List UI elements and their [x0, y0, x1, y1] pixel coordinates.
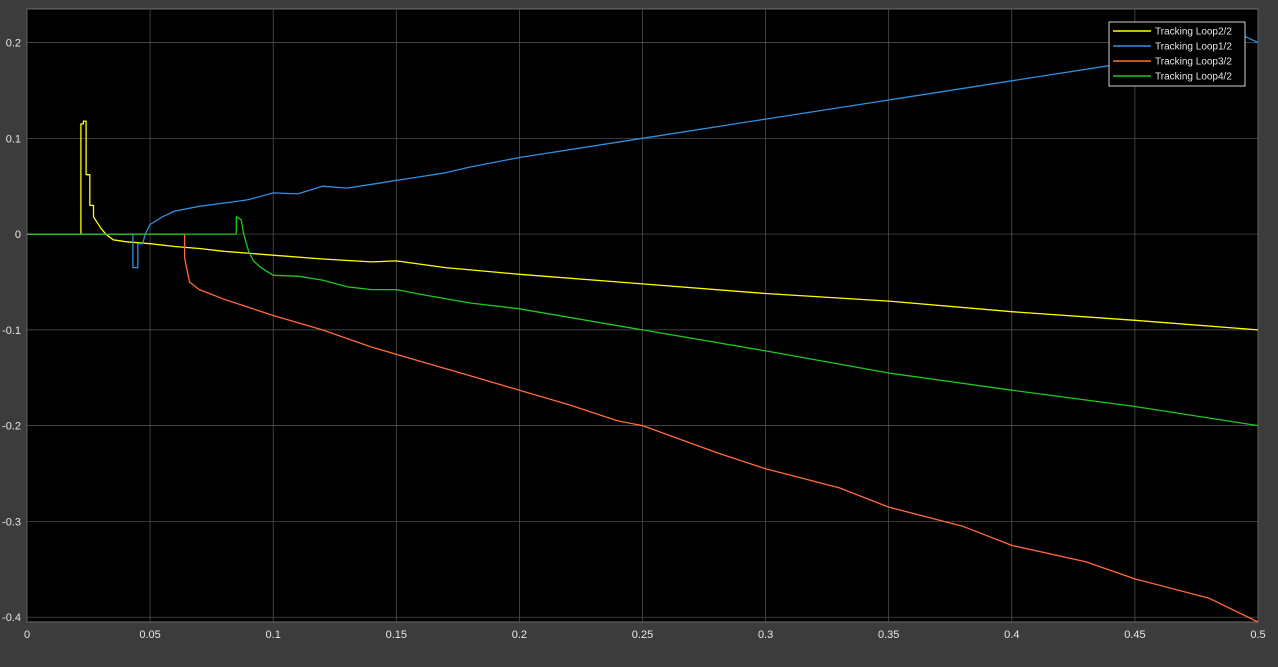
y-tick-label: 0 — [15, 229, 21, 241]
series-line-4 — [27, 216, 1259, 427]
x-axis-tick-labels: 0 0.05 0.1 0.15 0.2 0.25 0.3 0.35 0.4 0.45 0.5 — [24, 629, 1266, 641]
x-tick-label: 0.5 — [1250, 629, 1265, 641]
series-lines — [27, 36, 1259, 623]
legend-label: Tracking Loop1/2 — [1155, 42, 1232, 53]
y-tick-label: 0.1 — [6, 133, 21, 145]
x-tick-label: 0 — [24, 629, 30, 641]
legend-label: Tracking Loop2/2 — [1155, 27, 1232, 38]
x-tick-label: 0.15 — [386, 629, 407, 641]
y-tick-label: -0.1 — [2, 325, 21, 337]
legend-label: Tracking Loop3/2 — [1155, 57, 1232, 68]
legend-label: Tracking Loop4/2 — [1155, 72, 1232, 83]
series-line-3 — [27, 233, 1259, 623]
y-tick-label: -0.4 — [2, 612, 21, 624]
x-tick-label: 0.25 — [632, 629, 653, 641]
x-tick-label: 0.35 — [878, 629, 899, 641]
x-tick-label: 0.4 — [1004, 629, 1019, 641]
x-tick-label: 0.2 — [512, 629, 527, 641]
x-tick-label: 0.45 — [1124, 629, 1145, 641]
series-line-2 — [27, 36, 1259, 269]
series-line-1 — [27, 120, 1259, 331]
y-tick-label: 0.2 — [6, 38, 21, 50]
y-tick-label: -0.3 — [2, 516, 21, 528]
x-tick-label: 0.05 — [139, 629, 160, 641]
x-tick-label: 0.3 — [758, 629, 773, 641]
x-tick-label: 0.1 — [266, 629, 281, 641]
y-tick-label: -0.2 — [2, 421, 21, 433]
y-axis-tick-labels: 0.2 0.1 0 -0.1 -0.2 -0.3 -0.4 — [2, 38, 21, 625]
legend: Tracking Loop2/2 Tracking Loop1/2 Tracking… — [1108, 21, 1246, 87]
